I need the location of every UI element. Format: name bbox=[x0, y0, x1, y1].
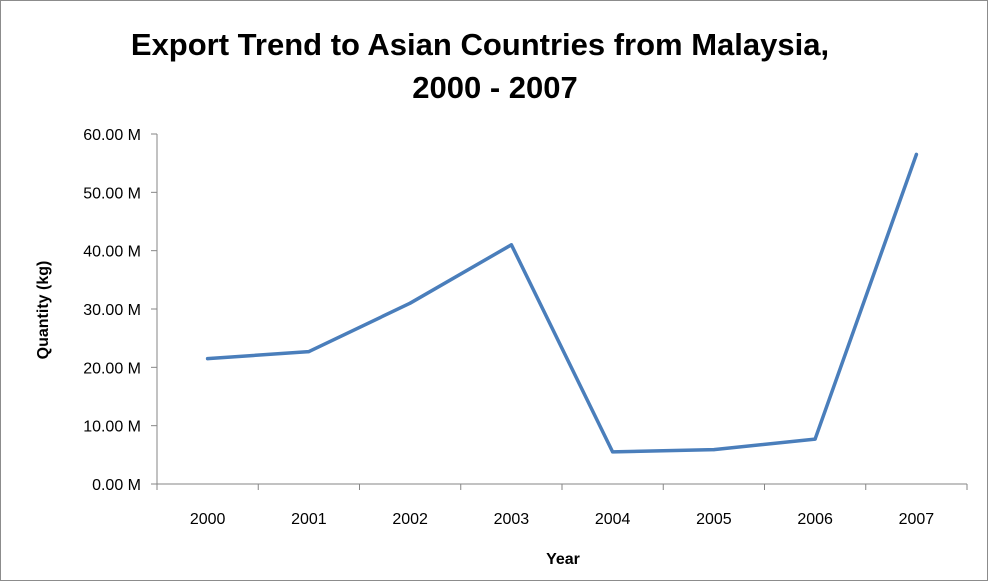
y-axis-title: Quantity (kg) bbox=[35, 261, 52, 360]
x-tick-label: 2005 bbox=[696, 511, 732, 528]
y-tick-label: 0.00 M bbox=[92, 477, 141, 494]
y-ticks: 0.00 M 10.00 M 20.00 M 30.00 M 40.00 M 50.00 … bbox=[83, 127, 157, 494]
x-ticks: 2000 2001 2002 2003 2004 2005 2006 2007 bbox=[156, 484, 968, 528]
y-tick-label: 20.00 M bbox=[83, 360, 141, 377]
x-tick-label: 2004 bbox=[595, 511, 631, 528]
data-point bbox=[611, 450, 615, 454]
x-tick-label: 2007 bbox=[899, 511, 935, 528]
data-point bbox=[509, 243, 513, 247]
x-tick-label: 2006 bbox=[797, 511, 833, 528]
series-group bbox=[205, 152, 919, 454]
x-tick-label: 2002 bbox=[392, 511, 428, 528]
y-tick-label: 30.00 M bbox=[83, 302, 141, 319]
data-point bbox=[206, 356, 210, 361]
x-tick-label: 2000 bbox=[190, 511, 226, 528]
x-tick-label: 2003 bbox=[494, 511, 530, 528]
x-axis-title: Year bbox=[546, 551, 580, 568]
data-point bbox=[307, 349, 311, 354]
data-point bbox=[813, 437, 817, 441]
data-point bbox=[408, 301, 412, 305]
chart-title-line-1: Export Trend to Asian Countries from Mal… bbox=[131, 27, 829, 62]
x-tick-label: 2001 bbox=[291, 511, 327, 528]
data-point bbox=[712, 447, 716, 452]
series-line bbox=[205, 152, 919, 454]
axes bbox=[156, 134, 967, 485]
chart-title-line-2: 2000 - 2007 bbox=[412, 70, 577, 105]
y-tick-label: 40.00 M bbox=[83, 244, 141, 261]
y-tick-label: 50.00 M bbox=[83, 185, 141, 202]
data-point bbox=[914, 152, 918, 157]
y-tick-label: 10.00 M bbox=[83, 419, 141, 436]
y-tick-label: 60.00 M bbox=[83, 127, 141, 144]
